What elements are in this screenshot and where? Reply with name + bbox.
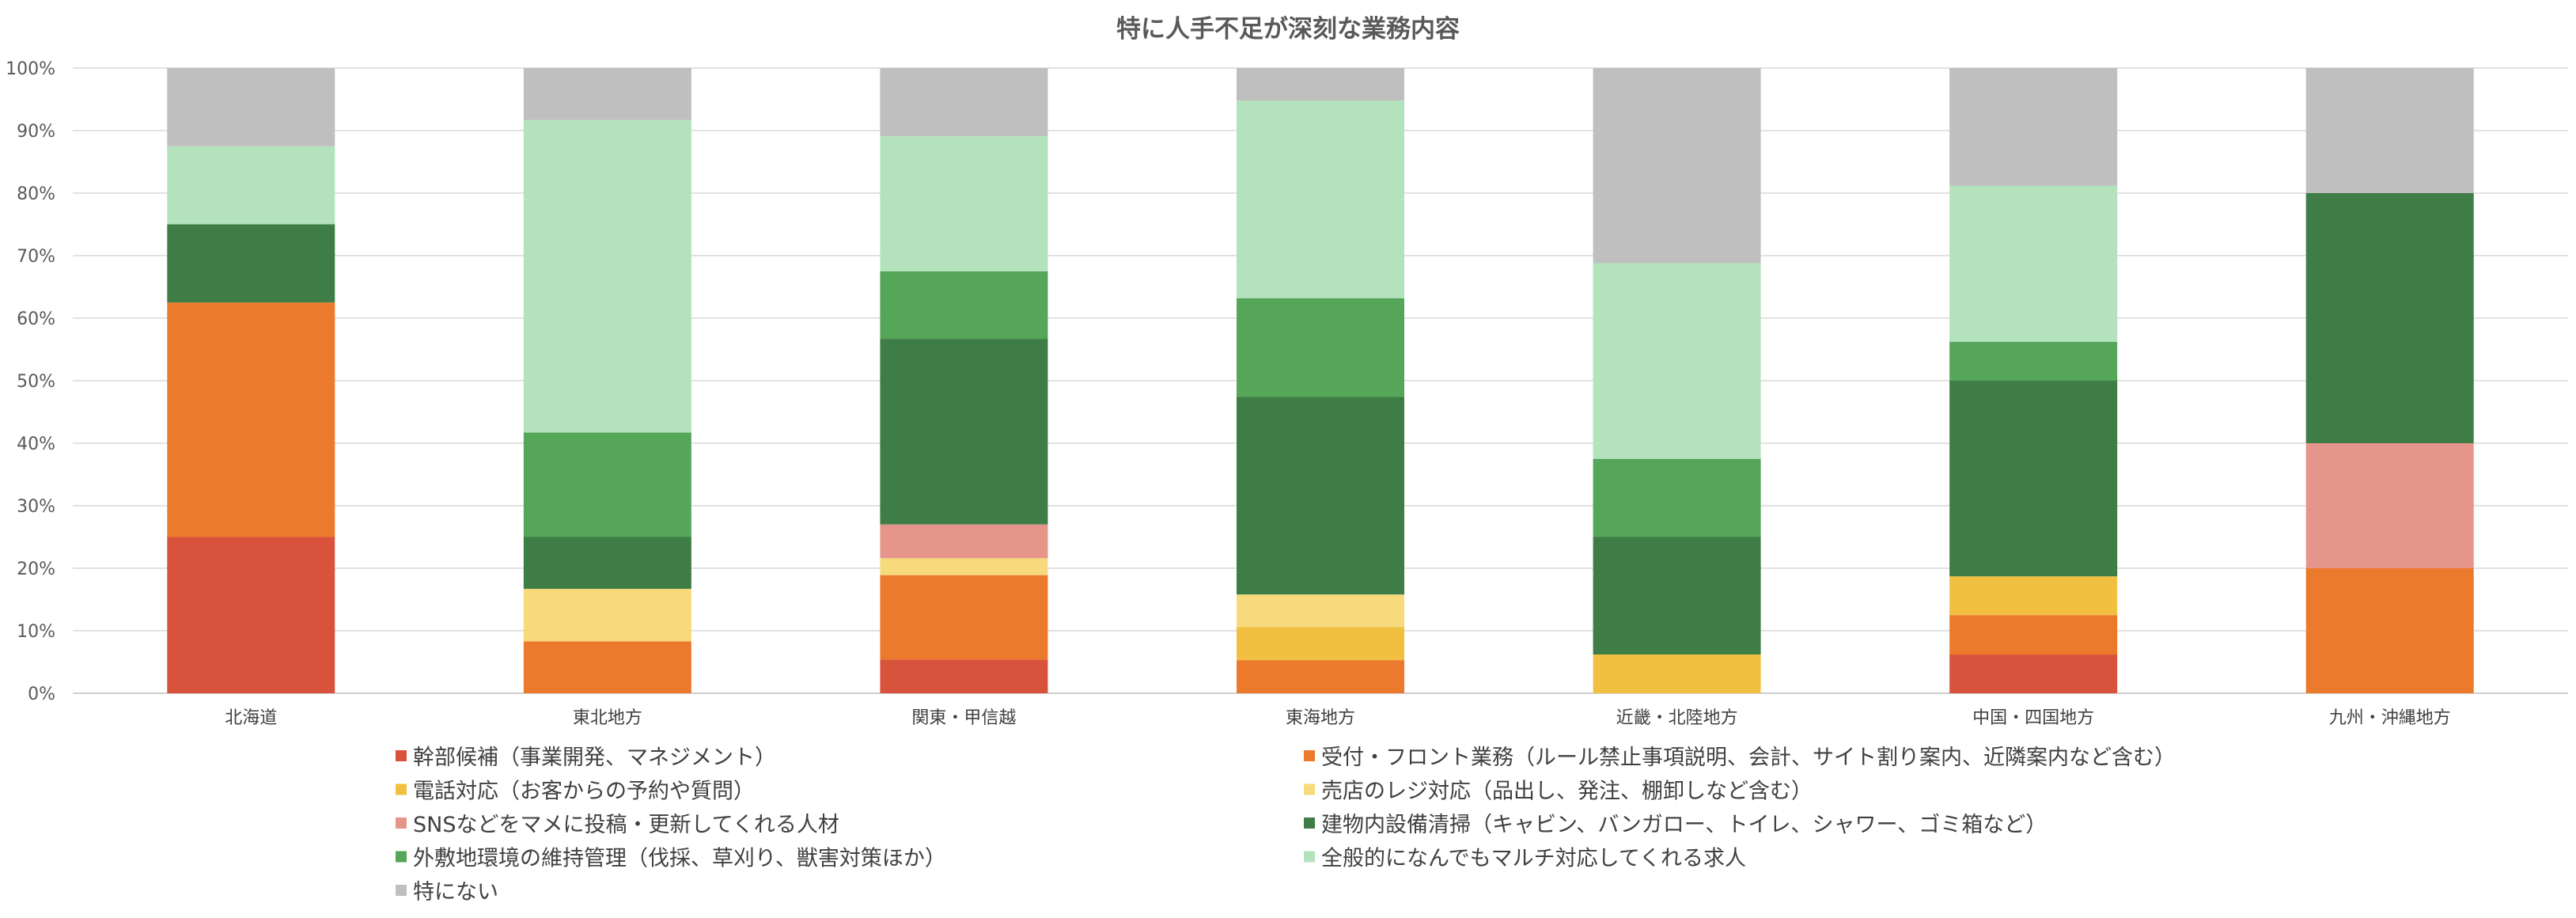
bar-segment xyxy=(1949,68,2118,186)
y-tick-label: 10% xyxy=(17,622,55,642)
bar-segment xyxy=(880,575,1048,660)
bar-segment xyxy=(1237,101,1404,298)
bar-segment xyxy=(880,659,1048,693)
bar-segment xyxy=(1949,576,2118,616)
legend-label: 売店のレジ対応（品出し、発注、棚卸しなど含む） xyxy=(1321,780,1813,804)
x-tick-label: 北海道 xyxy=(225,708,277,728)
bar-segment xyxy=(880,524,1048,559)
bar-segment xyxy=(523,537,691,590)
bar-segment xyxy=(880,271,1048,340)
bar-segment xyxy=(1949,615,2118,655)
bar-segment xyxy=(523,432,691,537)
legend-swatch xyxy=(1304,750,1315,761)
legend-item: 幹部候補（事業開発、マネジメント） xyxy=(396,745,776,770)
legend-swatch xyxy=(396,817,407,829)
bar-segment xyxy=(880,136,1048,271)
bar-segment xyxy=(2305,443,2474,568)
bar-segment xyxy=(167,146,335,225)
bar-segment xyxy=(880,68,1048,137)
legend-label: SNSなどをマメに投稿・更新してくれる人材 xyxy=(413,813,839,837)
bar-segment xyxy=(523,68,691,120)
bar-segment xyxy=(1593,537,1761,655)
x-axis-ticks: 北海道 東北地方 関東・甲信越 東海地方 近畿・北陸地方 中国・四国地方 九州・沖縄地方 xyxy=(225,708,2450,728)
legend-item: 電話対応（お客からの予約や質問） xyxy=(396,780,755,804)
legend-label: 電話対応（お客からの予約や質問） xyxy=(413,780,755,804)
x-tick-label: 関東・甲信越 xyxy=(911,708,1016,728)
legend-label: 全般的になんでもマルチ対応してくれる求人 xyxy=(1321,847,1746,871)
bar-segment xyxy=(880,558,1048,575)
bar-segment xyxy=(523,589,691,642)
y-axis-ticks: 0% 10% 20% 30% 40% 50% 60% 70% 80% 90% 100% xyxy=(6,59,55,704)
legend: 幹部候補（事業開発、マネジメント） 受付・フロント業務（ルール禁止事項説明、会計、… xyxy=(396,745,2176,905)
bar-segment xyxy=(1593,458,1761,537)
x-tick-label: 九州・沖縄地方 xyxy=(2329,708,2451,728)
y-tick-label: 80% xyxy=(17,184,55,204)
bar-segment xyxy=(1237,298,1404,397)
legend-swatch xyxy=(1304,851,1315,863)
legend-item: 受付・フロント業務（ルール禁止事項説明、会計、サイト割り案内、近隣案内など含む） xyxy=(1304,745,2176,770)
y-tick-label: 20% xyxy=(17,560,55,579)
y-tick-label: 50% xyxy=(17,372,55,392)
chart-title: 特に人手不足が深刻な業務内容 xyxy=(1116,15,1460,44)
legend-swatch xyxy=(396,885,407,896)
bar-segment xyxy=(523,641,691,693)
bar-segment xyxy=(1593,68,1761,264)
legend-item: 特にない xyxy=(396,880,498,905)
legend-swatch xyxy=(1304,783,1315,795)
bar-segment xyxy=(2305,193,2474,443)
y-tick-label: 90% xyxy=(17,122,55,142)
bar-segment xyxy=(1593,654,1761,693)
y-tick-label: 30% xyxy=(17,497,55,517)
bar-segment xyxy=(2305,68,2474,193)
bars xyxy=(167,68,2474,693)
legend-swatch xyxy=(1304,817,1315,829)
legend-swatch xyxy=(396,750,407,761)
legend-label: 受付・フロント業務（ルール禁止事項説明、会計、サイト割り案内、近隣案内など含む） xyxy=(1321,745,2176,770)
bar-segment xyxy=(880,339,1048,525)
bar-segment xyxy=(1949,654,2118,693)
bar-segment xyxy=(1593,263,1761,459)
legend-item: SNSなどをマメに投稿・更新してくれる人材 xyxy=(396,813,839,837)
bar-segment xyxy=(167,68,335,146)
legend-label: 建物内設備清掃（キャビン、バンガロー、トイレ、シャワー、ゴミ箱など） xyxy=(1321,813,2047,837)
y-tick-label: 0% xyxy=(28,685,55,704)
bar-segment xyxy=(167,537,335,693)
bar-segment xyxy=(523,119,691,433)
bar-segment xyxy=(1237,660,1404,693)
x-tick-label: 東北地方 xyxy=(573,708,642,728)
legend-swatch xyxy=(396,851,407,863)
bar-segment xyxy=(1237,627,1404,661)
bar-segment xyxy=(1237,396,1404,595)
bar-segment xyxy=(1237,68,1404,101)
legend-item: 外敷地環境の維持管理（伐採、草刈り、獣害対策ほか） xyxy=(396,847,946,871)
legend-label: 幹部候補（事業開発、マネジメント） xyxy=(413,745,776,770)
legend-swatch xyxy=(396,783,407,795)
y-tick-label: 40% xyxy=(17,434,55,454)
bar-segment xyxy=(1949,342,2118,381)
legend-label: 特にない xyxy=(413,880,498,905)
bar-segment xyxy=(167,224,335,303)
legend-item: 売店のレジ対応（品出し、発注、棚卸しなど含む） xyxy=(1304,780,1813,804)
x-tick-label: 近畿・北陸地方 xyxy=(1616,708,1738,728)
bar-segment xyxy=(167,302,335,537)
bar-segment xyxy=(1237,594,1404,628)
bar-segment xyxy=(1949,381,2118,577)
x-tick-label: 中国・四国地方 xyxy=(1972,708,2094,728)
y-tick-label: 100% xyxy=(6,59,55,79)
legend-item: 全般的になんでもマルチ対応してくれる求人 xyxy=(1304,847,1746,871)
y-tick-label: 70% xyxy=(17,247,55,267)
bar-segment xyxy=(2305,568,2474,693)
legend-label: 外敷地環境の維持管理（伐採、草刈り、獣害対策ほか） xyxy=(413,847,946,871)
y-tick-label: 60% xyxy=(17,309,55,329)
x-tick-label: 東海地方 xyxy=(1286,708,1355,728)
legend-item: 建物内設備清掃（キャビン、バンガロー、トイレ、シャワー、ゴミ箱など） xyxy=(1304,813,2047,837)
bar-segment xyxy=(1949,185,2118,343)
